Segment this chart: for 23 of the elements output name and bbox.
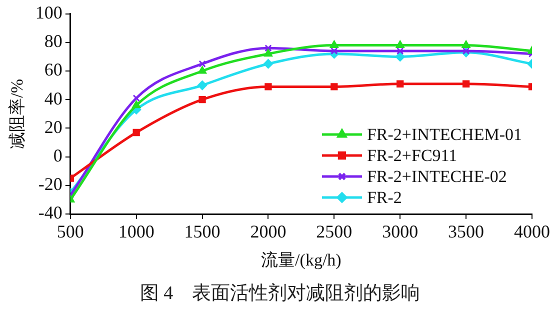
legend-label: FR-2: [366, 188, 402, 207]
x-axis-title: 流量/(kg/h): [261, 250, 342, 270]
legend-label: FR-2+INTECHE-02: [366, 166, 507, 186]
x-tick-label: 1500: [184, 222, 220, 242]
x-tick-label: 3500: [448, 222, 484, 242]
x-tick-label: 3000: [382, 222, 418, 242]
x-tick-label: 4000: [514, 222, 550, 242]
caption: 图 4 表面活性剂对减阻剂的影响: [138, 282, 422, 306]
x-tick-label: 2500: [316, 222, 352, 242]
y-tick-label: 40: [44, 88, 62, 108]
y-tick-label: -20: [38, 174, 62, 194]
x-tick-label: 1000: [118, 222, 154, 242]
x-tick-label: 500: [56, 222, 84, 242]
legend-label: FR-2+FC911: [366, 146, 458, 165]
y-tick-label: 80: [44, 31, 62, 52]
y-tick-label: 20: [44, 116, 62, 137]
y-tick-label: -40: [38, 202, 62, 223]
y-tick-label: 60: [44, 60, 62, 80]
y-tick-label: 0: [53, 146, 62, 166]
x-tick-label: 2000: [250, 222, 286, 242]
y-axis-title: 减阻率/%: [8, 78, 27, 149]
legend-label: FR-2+INTECHEM-01: [366, 124, 522, 144]
y-tick-label: 100: [35, 2, 62, 23]
